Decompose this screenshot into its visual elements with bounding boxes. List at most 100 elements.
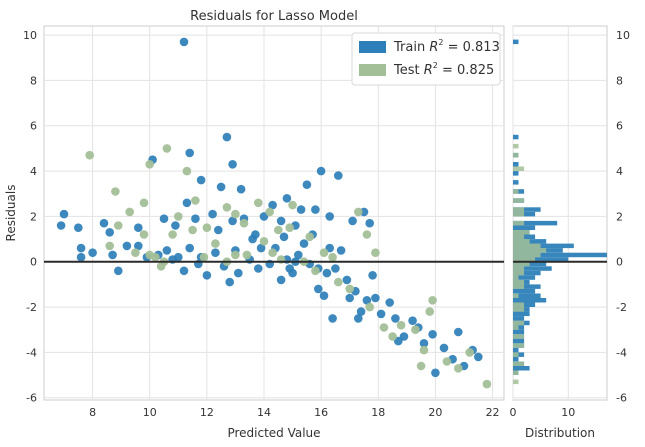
train-point (114, 266, 123, 276)
train-point (276, 216, 286, 226)
test-point (188, 225, 197, 235)
y-tick-label: -2 (26, 301, 37, 314)
dist-y-tick-label: 0 (616, 256, 623, 269)
train-distribution-bar (513, 366, 530, 371)
test-point (442, 357, 452, 366)
test-point (202, 223, 212, 232)
test-point (428, 296, 437, 305)
train-point (236, 184, 246, 194)
x-tick-label: 10 (143, 406, 157, 419)
train-point (179, 266, 189, 276)
test-distribution-bar (513, 198, 525, 203)
test-point (265, 207, 275, 217)
test-distribution-bar (513, 270, 525, 276)
train-point (428, 330, 437, 339)
test-distribution-bar (513, 248, 547, 253)
train-point (394, 336, 403, 346)
train-point (431, 368, 440, 378)
test-point (105, 241, 114, 251)
train-point (368, 271, 377, 280)
train-point (336, 246, 346, 255)
train-point (228, 216, 237, 226)
train-point (253, 264, 263, 273)
train-distribution-bar (513, 338, 525, 344)
train-point (182, 198, 192, 208)
test-distribution-bar (513, 334, 525, 339)
train-point (179, 37, 189, 47)
test-point (191, 196, 200, 205)
legend-box (351, 32, 501, 86)
test-point (145, 160, 154, 169)
dist-x-tick-label: 10 (561, 406, 575, 419)
test-point (362, 230, 372, 239)
train-point (76, 243, 86, 253)
train-point (279, 232, 289, 242)
train-point (328, 314, 337, 323)
test-point (111, 187, 120, 196)
test-point (419, 345, 429, 355)
train-point (88, 248, 97, 257)
train-point (299, 239, 309, 248)
test-distribution-bar (513, 279, 525, 285)
y-tick-label: 10 (23, 29, 37, 42)
legend: Train R2 = 0.813 Test R2 = 0.825 (351, 32, 501, 86)
test-point (253, 198, 263, 208)
test-point (354, 207, 363, 217)
train-point (408, 316, 417, 326)
test-distribution-bar (513, 261, 530, 267)
train-point (225, 277, 234, 287)
test-point (125, 207, 134, 217)
residual-points (56, 37, 492, 389)
test-distribution-bar (513, 379, 519, 385)
test-distribution-bar (513, 211, 525, 217)
train-point (314, 284, 323, 294)
train-point (345, 293, 355, 303)
test-point (425, 307, 435, 316)
train-point (376, 309, 386, 319)
y-tick-label: -4 (26, 346, 37, 359)
dist-y-tick-label: 4 (616, 165, 623, 178)
train-point (214, 225, 223, 235)
test-point (168, 230, 177, 239)
train-point (234, 268, 243, 278)
test-distribution-bar (513, 243, 541, 249)
dist-y-tick-label: -2 (616, 301, 627, 314)
test-distribution-bar (513, 266, 525, 271)
train-distribution-bar (513, 270, 541, 276)
train-distribution-bar (513, 284, 541, 289)
test-point (139, 230, 149, 239)
dist-y-tick-label: 2 (616, 210, 623, 223)
distribution-plot-area: 0 10 -6 -4 -2 0 2 4 6 8 10 (510, 25, 630, 419)
train-point (348, 216, 357, 226)
y-axis-label: Residuals (4, 185, 18, 242)
train-distribution-bar (513, 347, 519, 353)
test-point (288, 200, 297, 210)
train-point (171, 221, 180, 230)
x-axis-label: Predicted Value (227, 426, 320, 440)
legend-train-suffix: = 0.813 (443, 40, 499, 55)
dist-y-tick-label: -6 (616, 392, 627, 405)
train-distribution-bar (513, 316, 525, 321)
test-distribution-bar (513, 293, 519, 298)
test-point (285, 223, 295, 232)
dist-y-tick-label: -4 (616, 346, 627, 359)
x-tick-label: 16 (314, 406, 328, 419)
train-point (282, 194, 292, 203)
test-point (371, 248, 380, 257)
train-point (331, 264, 340, 273)
train-distribution-bar (513, 329, 525, 335)
test-point (114, 221, 123, 230)
train-point (325, 212, 335, 221)
dist-x-tick-label: 0 (510, 406, 517, 419)
train-point (354, 314, 363, 323)
test-distribution-bar (513, 152, 519, 158)
train-distribution-bar (513, 162, 519, 167)
test-distribution-bar (513, 189, 519, 194)
test-point (268, 248, 277, 257)
test-distribution-bar (513, 143, 519, 149)
train-point (99, 218, 109, 228)
train-point (276, 275, 286, 285)
train-point (342, 275, 352, 285)
train-distribution-bar (513, 243, 574, 249)
